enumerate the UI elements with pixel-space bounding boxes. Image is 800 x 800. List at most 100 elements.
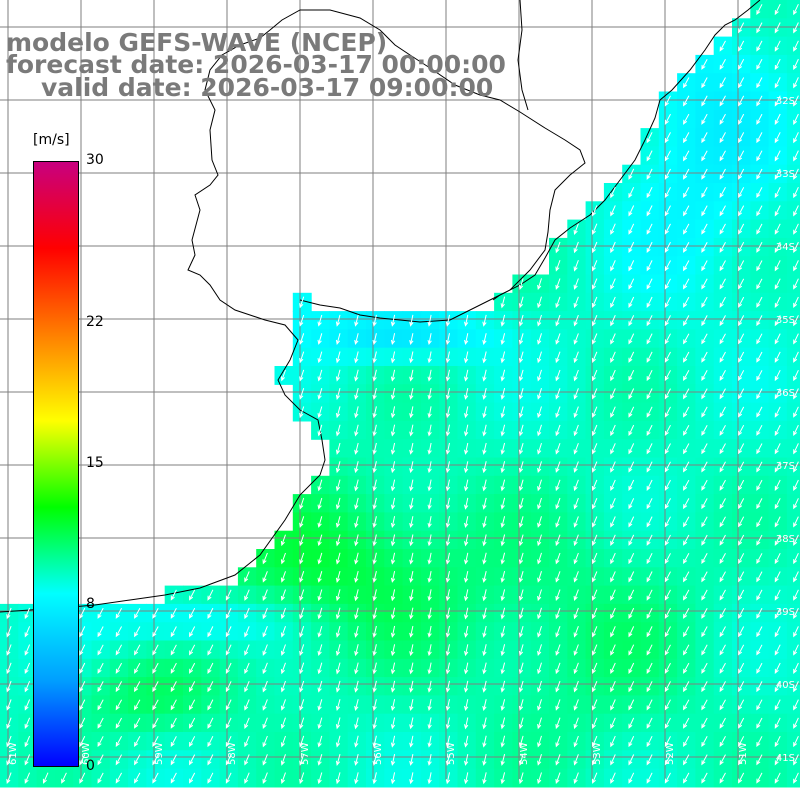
wind-arrow	[299, 388, 305, 400]
wind-arrow	[664, 553, 671, 565]
wind-arrow	[719, 187, 726, 199]
wind-speed-cell	[786, 311, 800, 330]
wind-arrow	[280, 662, 286, 675]
wind-arrow	[610, 223, 616, 235]
wind-arrow	[683, 589, 690, 601]
wind-arrow	[390, 625, 396, 638]
wind-arrow	[427, 333, 432, 346]
wind-arrow	[719, 205, 726, 217]
wind-arrow	[317, 625, 323, 638]
wind-arrow	[445, 424, 451, 437]
wind-arrow	[756, 187, 763, 199]
wind-arrow	[262, 735, 268, 748]
latitude-label: 32S	[776, 96, 795, 107]
wind-arrow	[646, 754, 653, 766]
wind-arrow	[189, 754, 196, 766]
wind-arrow	[793, 77, 799, 89]
wind-arrow	[646, 534, 653, 546]
coastline-uruguay-brazil	[492, 0, 761, 301]
wind-arrow	[97, 736, 104, 748]
wind-arrow	[170, 662, 177, 674]
wind-arrow	[738, 772, 745, 784]
wind-arrow	[354, 406, 359, 419]
wind-arrow	[317, 314, 323, 327]
wind-arrow	[719, 278, 726, 290]
wind-arrow	[610, 241, 616, 254]
wind-arrow	[774, 443, 781, 455]
wind-arrow	[482, 772, 487, 785]
wind-arrow	[664, 607, 671, 619]
wind-arrow	[628, 278, 635, 290]
wind-arrow	[610, 626, 616, 638]
wind-arrow	[372, 699, 377, 712]
wind-arrow	[610, 351, 616, 363]
wind-arrow	[610, 443, 616, 455]
wind-arrow	[573, 314, 579, 327]
wind-arrow	[646, 772, 653, 784]
wind-arrow	[793, 754, 799, 766]
wind-arrow	[115, 754, 123, 766]
wind-arrow	[719, 241, 726, 253]
wind-arrow	[573, 717, 579, 730]
wind-arrow	[225, 772, 232, 784]
wind-arrow	[701, 260, 708, 272]
wind-arrow	[390, 461, 396, 474]
wind-arrow	[299, 625, 305, 638]
wind-arrow	[573, 241, 579, 254]
wind-arrow	[500, 589, 506, 602]
wind-arrow	[390, 424, 396, 437]
wind-arrow	[354, 662, 359, 675]
wind-arrow	[793, 296, 799, 308]
wind-arrow	[262, 699, 268, 711]
wind-arrow	[134, 699, 141, 711]
wind-arrow	[537, 571, 542, 583]
wind-arrow	[793, 699, 799, 711]
wind-arrow	[646, 607, 653, 620]
wind-arrow	[537, 296, 542, 309]
wind-speed-cell	[786, 603, 800, 623]
wind-arrow	[646, 333, 653, 345]
wind-arrow	[793, 607, 799, 620]
wind-arrow	[610, 369, 616, 382]
wind-arrow	[646, 241, 653, 254]
latitude-label: 38S	[776, 534, 795, 545]
wind-arrow	[683, 333, 690, 345]
wind-arrow	[719, 223, 726, 235]
wind-arrow	[409, 772, 414, 785]
wind-arrow	[317, 479, 323, 492]
wind-arrow	[738, 58, 745, 70]
wind-arrow	[280, 772, 286, 784]
wind-arrow	[409, 406, 414, 419]
wind-arrow	[280, 552, 286, 565]
wind-arrow	[774, 369, 781, 382]
wind-arrow	[317, 406, 323, 419]
wind-arrow	[774, 205, 781, 217]
wind-speed-cell	[786, 439, 800, 459]
wind-arrow	[207, 699, 214, 711]
wind-arrow	[701, 553, 708, 565]
wind-arrow	[464, 461, 469, 474]
colorbar-tick-label: 8	[86, 596, 95, 613]
wind-arrow	[664, 662, 671, 674]
wind-arrow	[701, 772, 708, 784]
wind-arrow	[683, 406, 690, 418]
wind-arrow	[61, 772, 67, 784]
wind-speed-cell	[786, 36, 800, 56]
wind-arrow	[774, 223, 781, 235]
wind-arrow	[756, 443, 763, 455]
wind-arrow	[756, 516, 763, 528]
wind-arrow	[152, 772, 159, 784]
wind-arrow	[537, 589, 542, 602]
wind-arrow	[738, 736, 745, 748]
wind-arrow	[664, 333, 671, 345]
wind-arrow	[518, 479, 524, 492]
wind-arrow	[280, 571, 286, 583]
graticule	[0, 0, 800, 780]
wind-arrow	[610, 717, 616, 729]
wind-arrow	[299, 589, 305, 602]
wind-arrow	[683, 150, 690, 162]
wind-arrow	[482, 369, 487, 382]
wind-arrow	[225, 735, 232, 748]
wind-arrow	[555, 241, 561, 254]
wind-arrow	[756, 461, 763, 473]
